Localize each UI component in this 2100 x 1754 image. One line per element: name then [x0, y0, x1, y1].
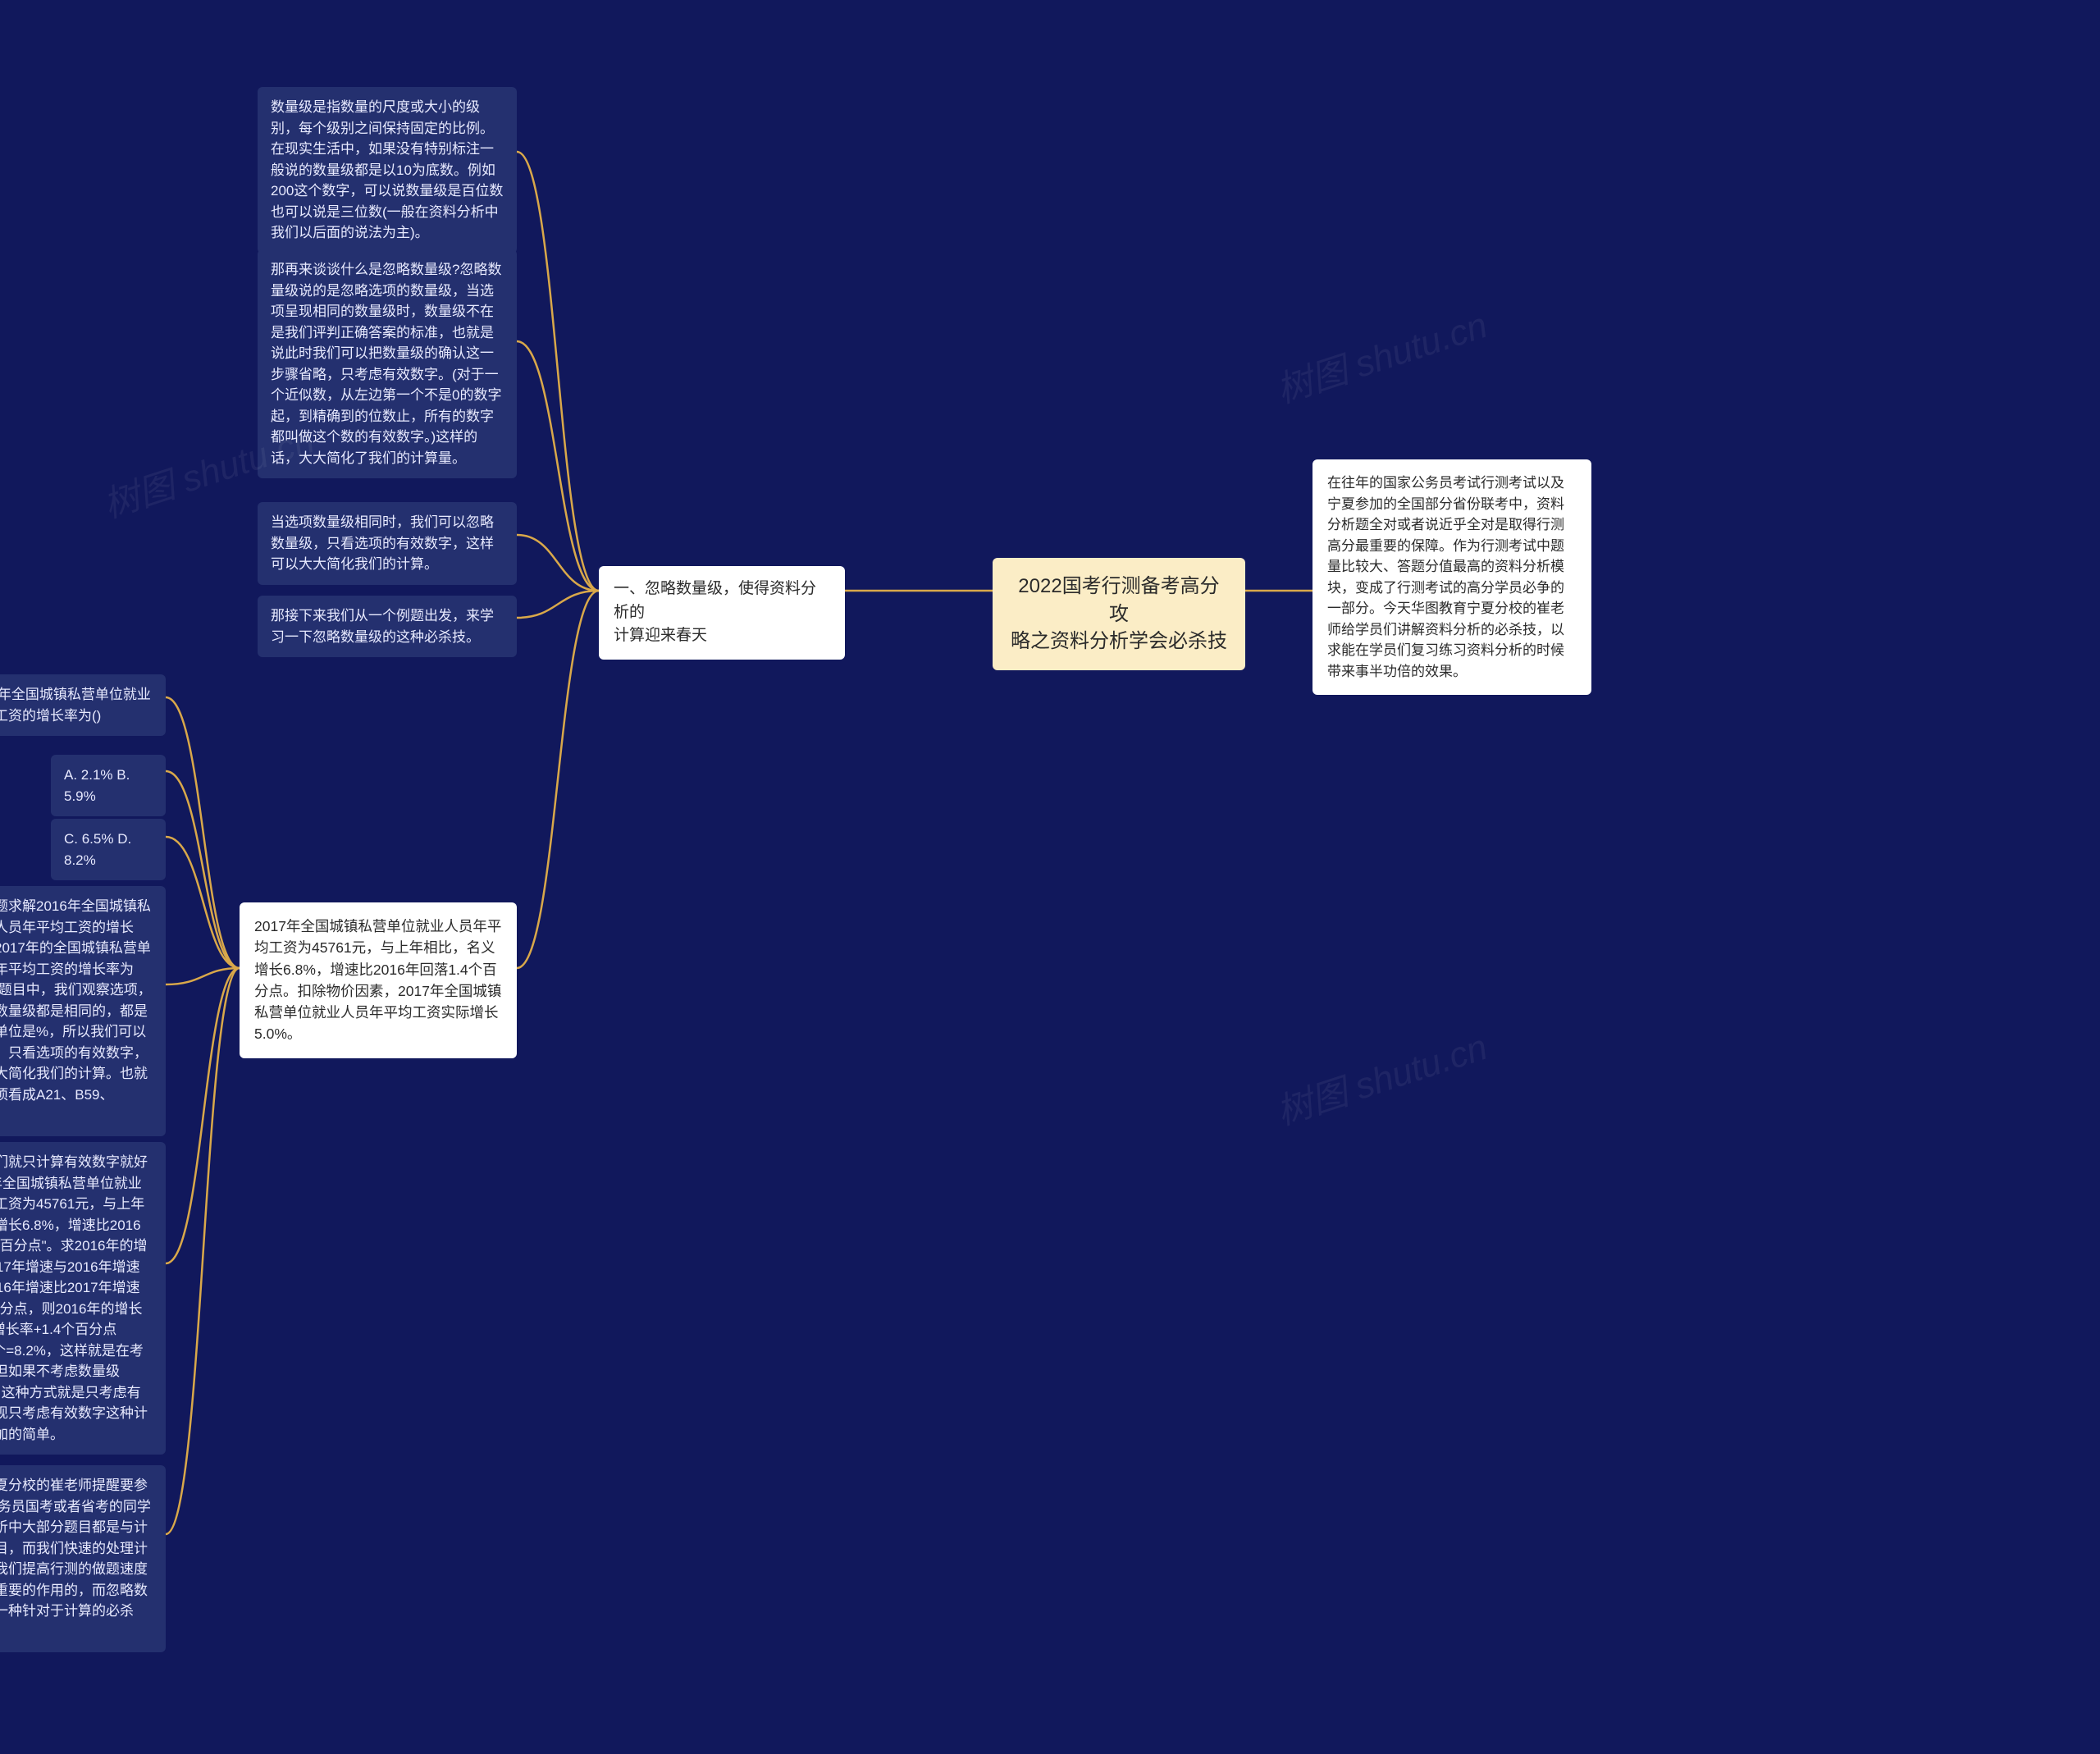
leaf-node-1[interactable]: 数量级是指数量的尺度或大小的级别，每个级别之间保持固定的比例。在现实生活中，如果… [258, 87, 517, 254]
analysis2-text: 那接下来我们就只计算有效数字就好了，"2017年全国城镇私营单位就业人员年平均工… [0, 1154, 148, 1442]
intro-text: 在往年的国家公务员考试行测考试以及宁夏参加的全国部分省份联考中，资料分析题全对或… [1327, 475, 1564, 679]
leaf1-text: 数量级是指数量的尺度或大小的级别，每个级别之间保持固定的比例。在现实生活中，如果… [271, 99, 503, 240]
central-line2: 略之资料分析学会必杀技 [1011, 630, 1227, 652]
watermark-3: 树图 shutu.cn [1269, 1017, 1493, 1135]
central-node[interactable]: 2022国考行测备考高分攻 略之资料分析学会必杀技 [993, 558, 1245, 670]
section-line2: 计算迎来春天 [614, 627, 707, 644]
watermark-2: 树图 shutu.cn [1269, 295, 1493, 413]
analysis3-node[interactable]: 华图教育宁夏分校的崔老师提醒要参加2022年公务员国考或者省考的同学们，资料分析… [0, 1465, 166, 1652]
option-cd-text: C. 6.5% D. 8.2% [64, 831, 131, 868]
analysis1-text: 【分析】本题求解2016年全国城镇私营单位就业人员年平均工资的增长率，给出了20… [0, 898, 152, 1123]
edge-data-an2 [166, 968, 240, 1263]
edge-data-an3 [166, 968, 240, 1534]
edge-data-cd [166, 837, 240, 968]
data-node[interactable]: 2017年全国城镇私营单位就业人员年平均工资为45761元，与上年相比，名义增长… [240, 902, 517, 1058]
leaf2-text: 那再来谈谈什么是忽略数量级?忽略数量级说的是忽略选项的数量级，当选项呈现相同的数… [271, 262, 501, 466]
edge-section-leaf3 [517, 535, 599, 591]
analysis1-node[interactable]: 【分析】本题求解2016年全国城镇私营单位就业人员年平均工资的增长率，给出了20… [0, 886, 166, 1136]
example-q-text: 【例】2016年全国城镇私营单位就业人员年平均工资的增长率为() [0, 687, 151, 724]
section-line1: 一、忽略数量级，使得资料分析的 [614, 580, 816, 621]
option-cd-node[interactable]: C. 6.5% D. 8.2% [51, 819, 166, 880]
leaf4-text: 那接下来我们从一个例题出发，来学习一下忽略数量级的这种必杀技。 [271, 608, 494, 645]
analysis3-text: 华图教育宁夏分校的崔老师提醒要参加2022年公务员国考或者省考的同学们，资料分析… [0, 1478, 151, 1640]
leaf-node-2[interactable]: 那再来谈谈什么是忽略数量级?忽略数量级说的是忽略选项的数量级，当选项呈现相同的数… [258, 249, 517, 478]
option-ab-node[interactable]: A. 2.1% B. 5.9% [51, 755, 166, 816]
edge-data-exq [166, 697, 240, 968]
central-line1: 2022国考行测备考高分攻 [1018, 575, 1219, 625]
edge-section-data [517, 591, 599, 968]
edge-section-leaf2 [517, 341, 599, 591]
intro-node[interactable]: 在往年的国家公务员考试行测考试以及宁夏参加的全国部分省份联考中，资料分析题全对或… [1312, 459, 1591, 695]
edge-data-an1 [166, 968, 240, 984]
analysis2-node[interactable]: 那接下来我们就只计算有效数字就好了，"2017年全国城镇私营单位就业人员年平均工… [0, 1142, 166, 1455]
edge-section-leaf4 [517, 591, 599, 618]
data-node-text: 2017年全国城镇私营单位就业人员年平均工资为45761元，与上年相比，名义增长… [254, 918, 501, 1042]
leaf3-text: 当选项数量级相同时，我们可以忽略数量级，只看选项的有效数字，这样可以大大简化我们… [271, 514, 494, 572]
example-question-node[interactable]: 【例】2016年全国城镇私营单位就业人员年平均工资的增长率为() [0, 674, 166, 736]
section-node[interactable]: 一、忽略数量级，使得资料分析的 计算迎来春天 [599, 566, 845, 660]
leaf-node-3[interactable]: 当选项数量级相同时，我们可以忽略数量级，只看选项的有效数字，这样可以大大简化我们… [258, 502, 517, 585]
edge-section-leaf1 [517, 152, 599, 591]
leaf-node-4[interactable]: 那接下来我们从一个例题出发，来学习一下忽略数量级的这种必杀技。 [258, 596, 517, 657]
option-ab-text: A. 2.1% B. 5.9% [64, 767, 130, 804]
edge-data-ab [166, 771, 240, 968]
